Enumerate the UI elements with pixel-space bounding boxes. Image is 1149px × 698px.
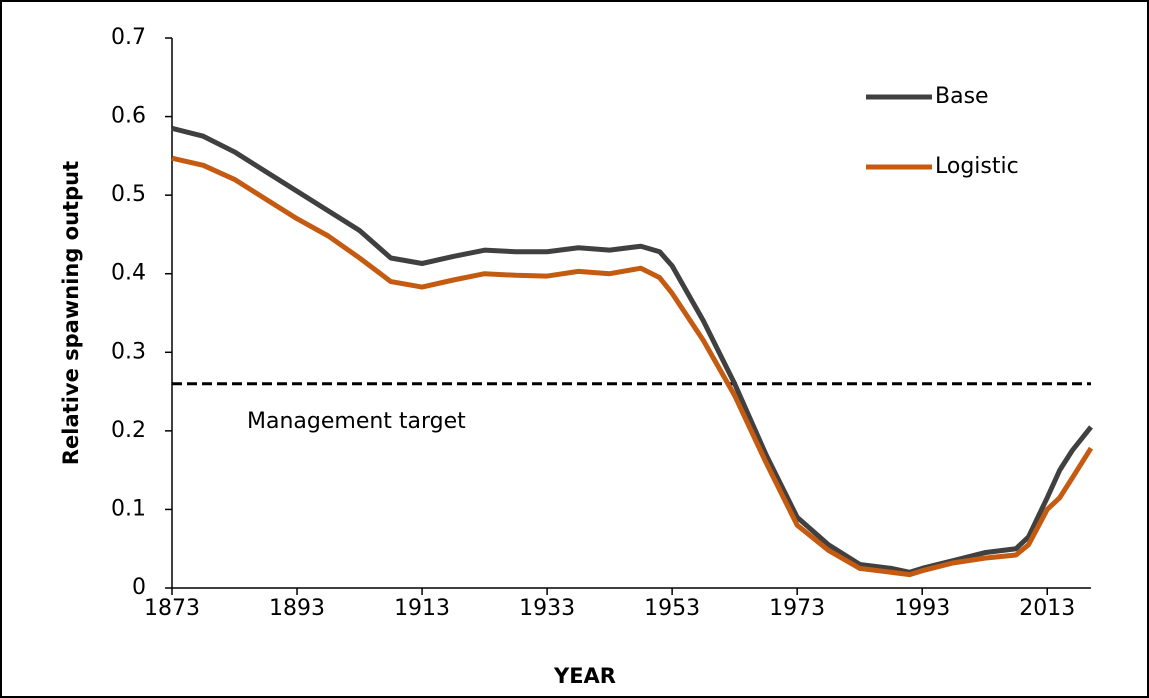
x-tick-label: 1973 (769, 596, 825, 621)
x-tick-label: 2013 (1019, 596, 1075, 621)
y-axis-label: Relative spawning output (59, 161, 83, 465)
x-tick-label: 1873 (144, 596, 200, 621)
legend-label: Logistic (935, 154, 1019, 179)
x-axis-label: YEAR (553, 664, 616, 688)
y-tick-label: 0.1 (111, 496, 146, 521)
y-tick-label: 0.2 (111, 418, 146, 443)
x-tick-label: 1993 (894, 596, 950, 621)
y-tick-label: 0 (132, 575, 146, 600)
series-line (171, 125, 1093, 575)
x-tick-label: 1913 (394, 596, 450, 621)
x-tick-label: 1933 (519, 596, 575, 621)
legend-label: Base (935, 84, 989, 109)
y-tick-label: 0.6 (111, 104, 146, 129)
y-tick-label: 0.3 (111, 339, 146, 364)
x-tick-label: 1953 (644, 596, 700, 621)
y-tick-label: 0.4 (111, 261, 146, 286)
series-line (171, 155, 1094, 578)
reference-label: Management target (247, 409, 466, 434)
x-tick-label: 1893 (269, 596, 325, 621)
y-tick-label: 0.7 (111, 25, 146, 50)
y-tick-label: 0.5 (111, 182, 146, 207)
